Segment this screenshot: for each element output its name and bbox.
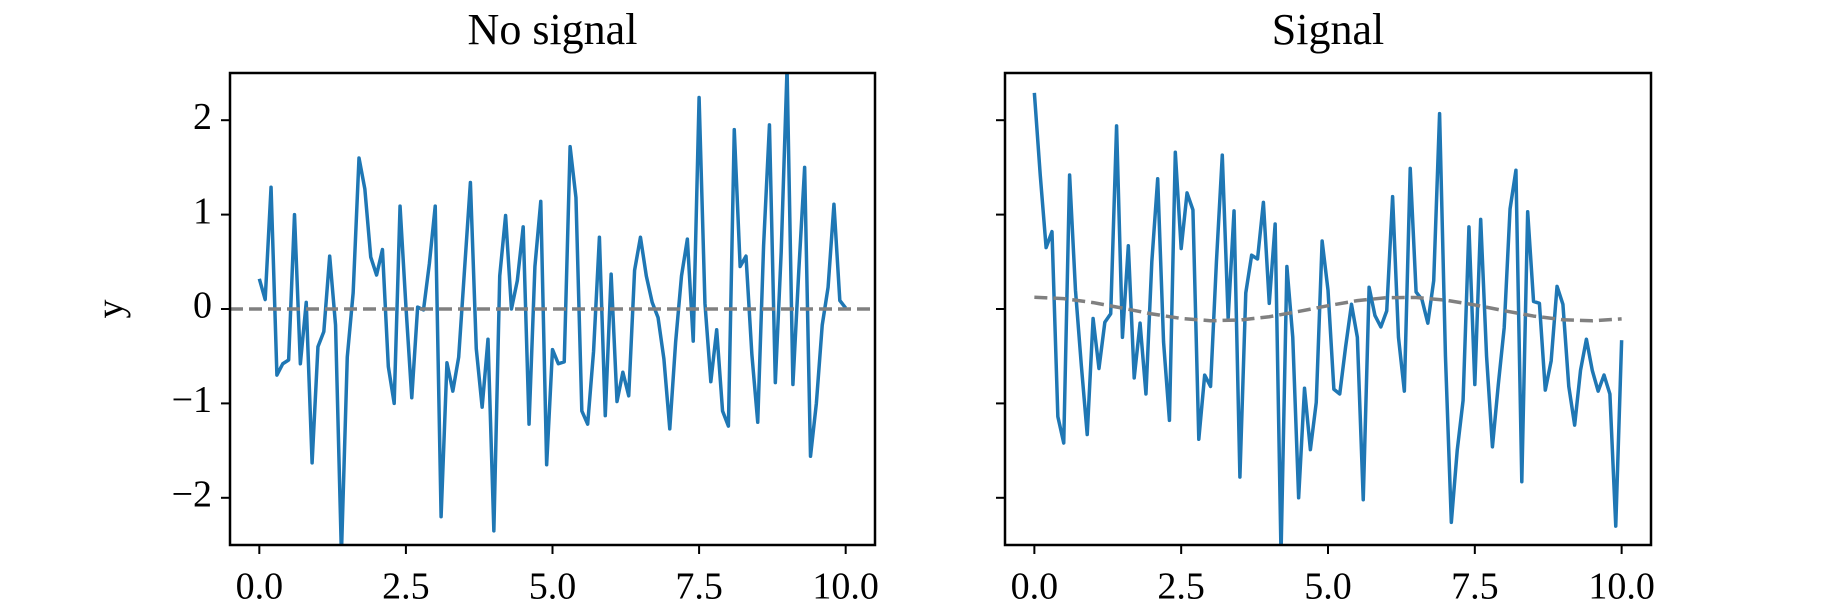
x-tick-label: 7.5 bbox=[675, 566, 723, 608]
axes-frame bbox=[228, 71, 877, 547]
y-tick-label: −2 bbox=[172, 474, 212, 516]
y-tick-label: 2 bbox=[193, 96, 212, 138]
x-tick-label: 5.0 bbox=[1304, 566, 1352, 608]
x-tick-label: 2.5 bbox=[382, 566, 430, 608]
y-axis-label: y bbox=[90, 300, 132, 319]
reference-line bbox=[1034, 295, 1622, 323]
x-tick-label: 5.0 bbox=[529, 566, 577, 608]
y-tick-label: 0 bbox=[193, 285, 212, 327]
x-tick-label: 0.0 bbox=[236, 566, 284, 608]
data-line bbox=[1032, 92, 1624, 545]
y-tick-label: 1 bbox=[193, 190, 212, 232]
x-tick-label: 10.0 bbox=[812, 566, 879, 608]
y-tick-label: −1 bbox=[172, 379, 212, 421]
x-tick-label: 0.0 bbox=[1011, 566, 1059, 608]
subplot-title: Signal bbox=[1272, 5, 1384, 54]
axes-frame bbox=[1003, 71, 1653, 547]
subplot-title: No signal bbox=[468, 5, 638, 54]
x-tick-label: 2.5 bbox=[1157, 566, 1205, 608]
data-line bbox=[257, 73, 848, 545]
x-tick-label: 7.5 bbox=[1451, 566, 1499, 608]
subplot: No signal y 0.0 2.5 5.0 7.5 10.0 −2 −1 0 1 2 bbox=[90, 5, 879, 608]
x-tick-label: 10.0 bbox=[1588, 566, 1655, 608]
subplot: Signal 0.0 2.5 5.0 7.5 10.0 bbox=[996, 5, 1655, 608]
